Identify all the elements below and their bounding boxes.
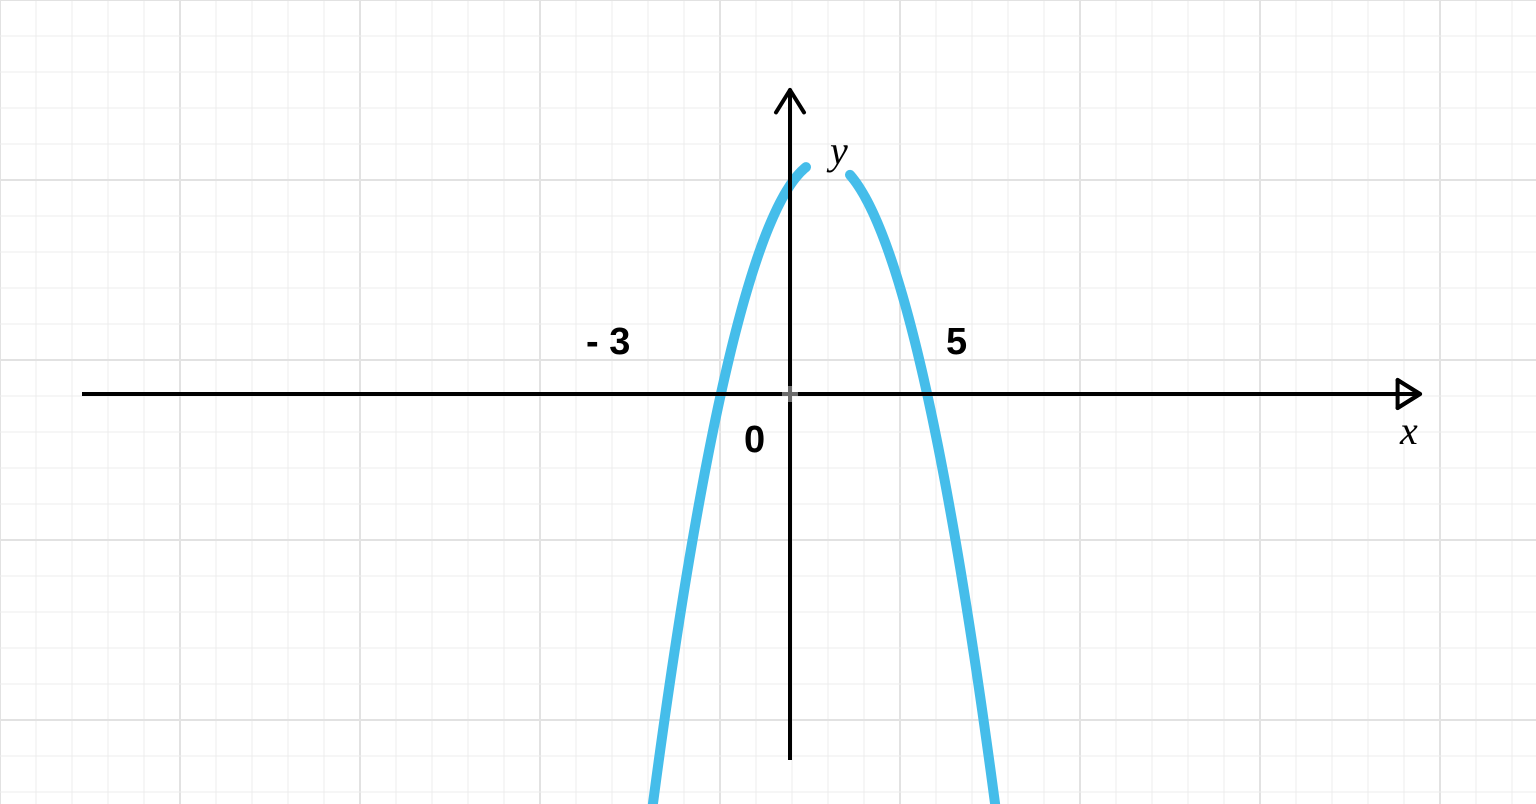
y-axis-label: y: [826, 128, 848, 173]
chart-background: [0, 0, 1536, 804]
tick-label-1: 5: [946, 321, 967, 363]
parabola-chart: x y 0 - 3 5: [0, 0, 1536, 804]
chart-svg: x y 0 - 3 5: [0, 0, 1536, 804]
tick-label-0: - 3: [586, 321, 630, 363]
origin-label: 0: [744, 419, 765, 461]
x-axis-label: x: [1399, 408, 1418, 453]
